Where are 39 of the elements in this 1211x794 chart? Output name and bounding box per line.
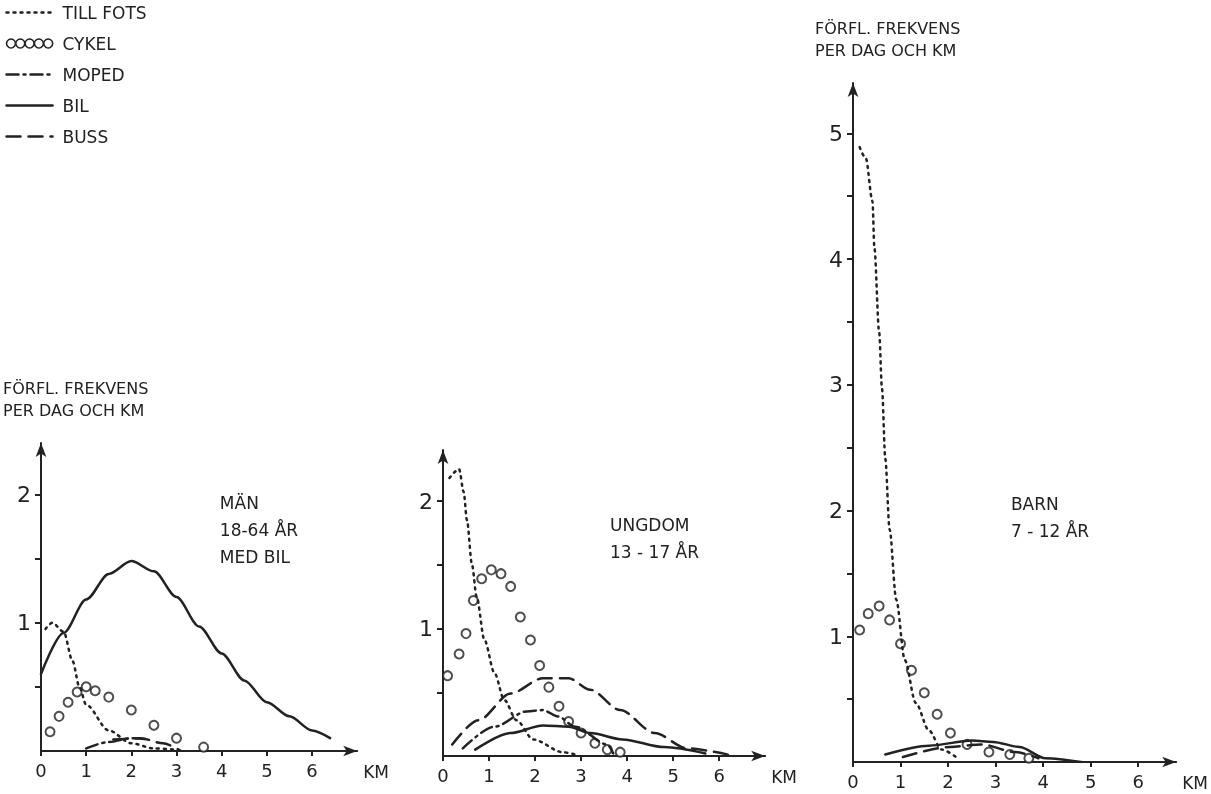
x-tick-label: 3 [575, 764, 587, 786]
x-tick-label: 6 [306, 759, 318, 781]
y-tick-label: 1 [829, 623, 843, 649]
legend-label: TILL FOTS [61, 2, 147, 23]
annotation: UNGDOM 13 - 17 ÅR [610, 514, 700, 562]
legend-label: BIL [62, 95, 90, 116]
annotation: MÄN 18-64 ÅR MED BIL [219, 492, 299, 567]
y-tick-label: 2 [829, 498, 843, 524]
x-tick-label: 0 [847, 770, 859, 792]
x-tick-label: 1 [483, 764, 495, 786]
x-tick-label: 2 [125, 759, 138, 781]
y-tick-label: 5 [829, 120, 843, 146]
x-tick-label: 4 [1037, 770, 1049, 792]
x-tick-label: 1 [894, 770, 907, 792]
x-tick-label: 6 [1132, 770, 1144, 792]
x-tick-label: 3 [989, 770, 1002, 792]
y-tick-label: 3 [829, 372, 843, 398]
y-axis-title: FÖRFL. FREKVENS PER DAG OCH KM [3, 378, 149, 420]
x-axis-title: KM [771, 766, 798, 787]
x-axis-title: KM [1182, 772, 1209, 793]
x-tick-label: 5 [667, 764, 679, 786]
x-tick-label: 6 [713, 764, 725, 786]
x-tick-label: 0 [437, 764, 449, 786]
x-tick-label: 2 [942, 770, 954, 792]
y-axis-title: FÖRFL. FREKVENS PER DAG OCH KM [815, 18, 961, 60]
x-axis-title: KM [363, 761, 390, 782]
legend-label: BUSS [62, 126, 109, 147]
x-tick-label: 1 [80, 759, 92, 781]
legend-label: CYKEL [62, 33, 117, 54]
x-tick-label: 2 [529, 764, 541, 786]
x-tick-label: 0 [35, 759, 47, 781]
x-tick-label: 5 [1084, 770, 1097, 792]
annotation: BARN 7 - 12 ÅR [1010, 493, 1090, 541]
x-tick-label: 5 [261, 759, 273, 781]
x-tick-label: 4 [215, 759, 228, 781]
y-tick-label: 4 [829, 246, 843, 272]
x-tick-label: 3 [170, 759, 183, 781]
x-tick-label: 4 [621, 764, 633, 786]
legend-label: MOPED [62, 64, 125, 85]
